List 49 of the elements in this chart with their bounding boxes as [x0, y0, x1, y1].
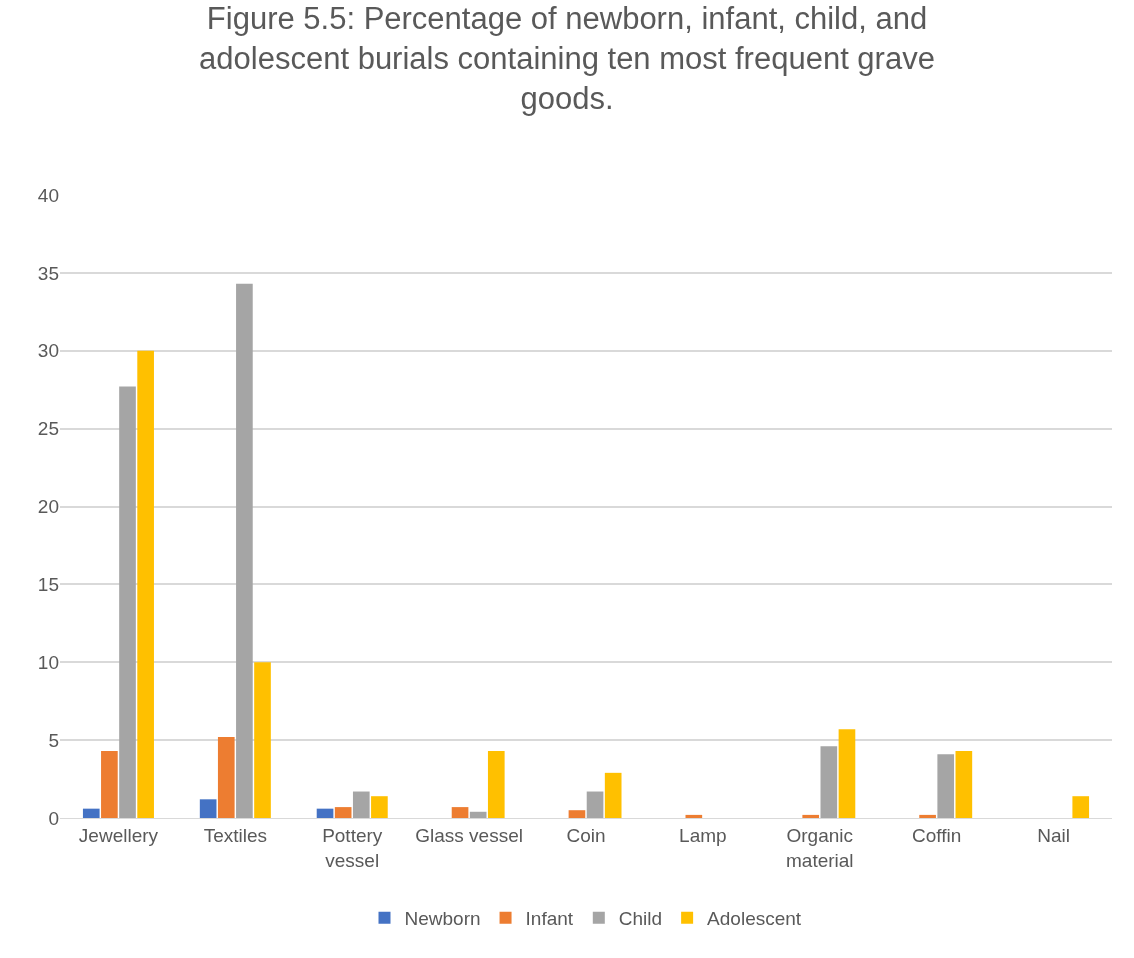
x-tick-label: Coffin — [912, 824, 962, 846]
y-tick-label: 40 — [37, 184, 59, 206]
bar — [568, 810, 586, 818]
bar — [101, 751, 118, 818]
legend-label: Adolescent — [707, 908, 802, 930]
x-tick-label: Pottery vessel — [322, 824, 383, 871]
x-tick-label: Jewellery — [78, 824, 159, 846]
bar — [604, 772, 622, 818]
x-tick-label: Coin — [566, 824, 606, 846]
legend-label: Child — [618, 908, 663, 930]
bar — [199, 799, 217, 818]
bar — [316, 808, 334, 818]
bar — [352, 791, 370, 818]
bar — [487, 751, 505, 818]
bar — [838, 729, 856, 818]
bar — [82, 808, 100, 818]
bar — [1072, 796, 1090, 818]
y-tick-label: 25 — [37, 418, 59, 440]
bar — [334, 807, 352, 818]
y-tick-label: 30 — [37, 340, 59, 362]
bar — [137, 350, 154, 818]
y-tick-label: 15 — [37, 574, 59, 596]
bar — [820, 746, 838, 818]
y-tick-label: 5 — [48, 729, 59, 751]
bar — [919, 814, 936, 818]
y-tick-label: 20 — [37, 496, 59, 518]
x-tick-label: Lamp — [679, 824, 727, 846]
x-tick-label: Glass vessel — [415, 824, 523, 846]
x-tick-label: Textiles — [203, 824, 268, 846]
bar — [685, 814, 703, 818]
bar — [236, 283, 253, 818]
chart-title: Figure 5.5: Percentage of newborn, infant, child, and adolescent burials containing ten most frequent grave goods. — [199, 0, 935, 117]
x-tick-label: Organic material — [785, 824, 854, 871]
bar — [119, 386, 136, 818]
y-tick-label: 35 — [37, 262, 59, 284]
x-tick-label: Nail — [1037, 824, 1070, 846]
legend-label: Newborn — [404, 908, 481, 930]
bar — [451, 807, 469, 818]
legend-label: Infant — [525, 908, 574, 930]
bar — [217, 737, 235, 818]
bar — [371, 796, 388, 818]
bar — [469, 811, 487, 818]
bar — [254, 662, 271, 818]
bar — [955, 751, 973, 818]
bar — [586, 791, 604, 818]
y-tick-label: 10 — [37, 651, 59, 673]
y-tick-label: 0 — [48, 807, 59, 829]
bar — [802, 814, 820, 818]
bar — [937, 754, 955, 818]
